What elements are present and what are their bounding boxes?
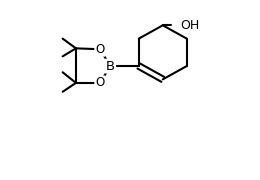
Text: O: O	[95, 43, 105, 56]
Text: O: O	[95, 76, 105, 89]
Text: B: B	[106, 60, 115, 73]
Text: OH: OH	[180, 19, 200, 32]
